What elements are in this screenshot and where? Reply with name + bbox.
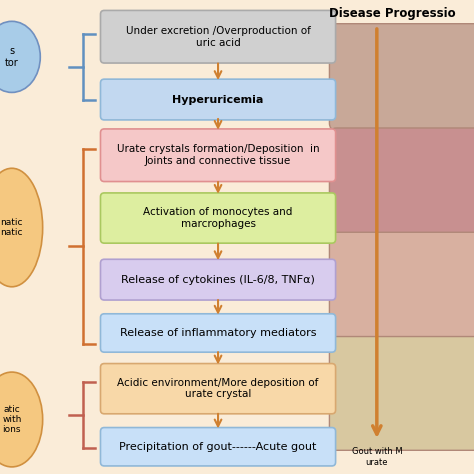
Text: Hyperuricemia: Hyperuricemia [173, 94, 264, 105]
Text: Release of cytokines (IL-6/8, TNFα): Release of cytokines (IL-6/8, TNFα) [121, 274, 315, 285]
Text: Release of inflammatory mediators: Release of inflammatory mediators [120, 328, 316, 338]
Ellipse shape [0, 168, 43, 287]
Text: Acidic environment/More deposition of
urate crystal: Acidic environment/More deposition of ur… [118, 378, 319, 400]
FancyBboxPatch shape [100, 428, 336, 466]
Text: Precipitation of gout------Acute gout: Precipitation of gout------Acute gout [119, 442, 317, 452]
Text: s
tor: s tor [5, 46, 19, 68]
Text: Activation of monocytes and
marcrophages: Activation of monocytes and marcrophages [143, 207, 293, 229]
FancyBboxPatch shape [100, 193, 336, 243]
FancyBboxPatch shape [329, 337, 474, 450]
FancyBboxPatch shape [329, 128, 474, 235]
FancyBboxPatch shape [100, 364, 336, 414]
Ellipse shape [0, 21, 40, 92]
FancyBboxPatch shape [100, 79, 336, 120]
FancyBboxPatch shape [100, 259, 336, 300]
FancyBboxPatch shape [329, 24, 474, 130]
FancyBboxPatch shape [100, 129, 336, 182]
Ellipse shape [0, 372, 43, 467]
Text: natic
natic: natic natic [0, 218, 23, 237]
Text: Under excretion /Overproduction of
uric acid: Under excretion /Overproduction of uric … [126, 26, 310, 47]
Text: Gout with M
urate: Gout with M urate [352, 447, 402, 467]
FancyBboxPatch shape [100, 314, 336, 352]
Text: Urate crystals formation/Deposition  in
Joints and connective tissue: Urate crystals formation/Deposition in J… [117, 145, 319, 166]
Text: Disease Progressio: Disease Progressio [329, 7, 456, 20]
Text: atic
with
ions: atic with ions [2, 405, 21, 434]
FancyBboxPatch shape [329, 232, 474, 339]
FancyBboxPatch shape [100, 10, 336, 63]
